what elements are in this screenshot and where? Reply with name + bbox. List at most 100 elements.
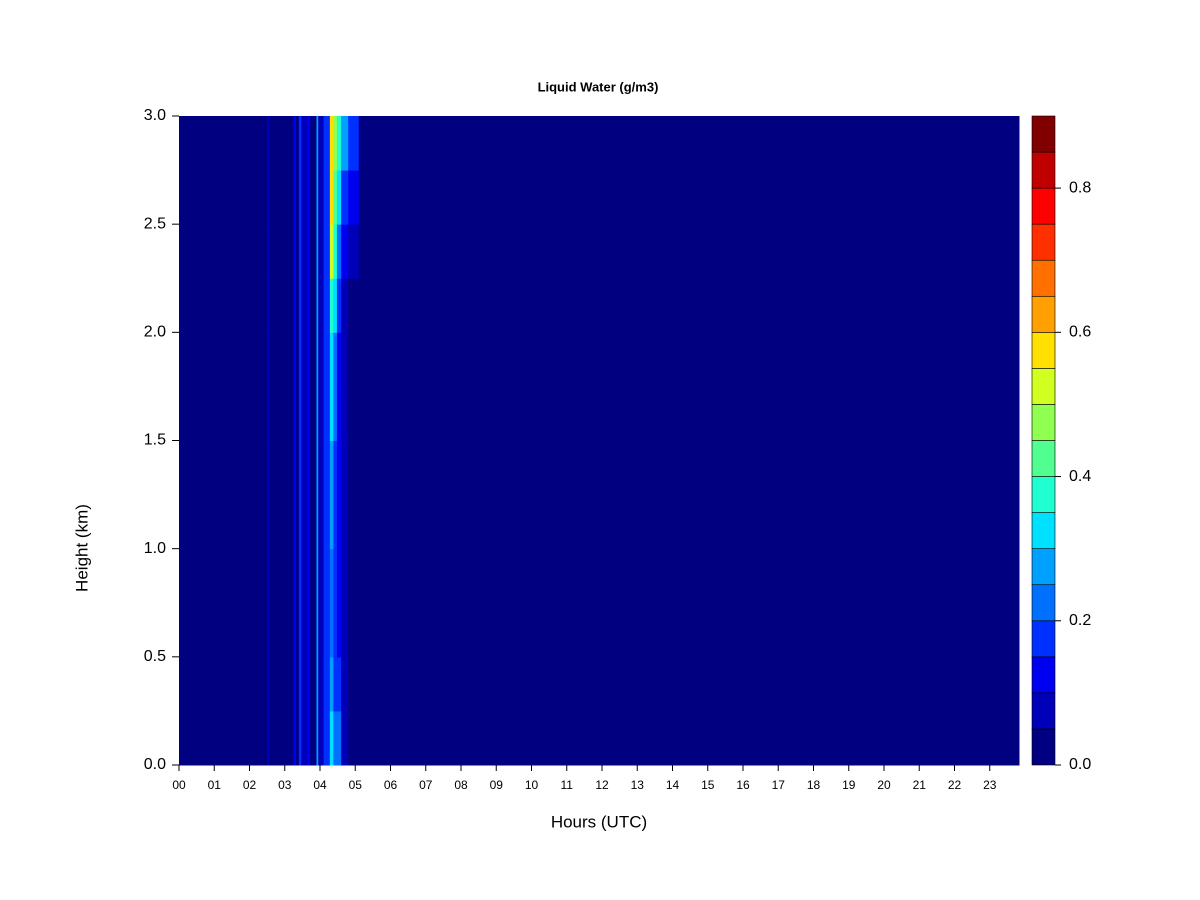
heatmap-cell: [316, 602, 319, 658]
heatmap-cell: [358, 224, 1020, 279]
colorbar-box: [1031, 548, 1056, 586]
heatmap-cell: [179, 332, 268, 387]
heatmap-cell: [179, 656, 268, 712]
heatmap-cell: [336, 170, 342, 225]
heatmap-cell: [269, 332, 295, 387]
y-tick-label: 1.0: [144, 540, 166, 557]
heatmap-cell: [296, 170, 300, 225]
colorbar-box: [1031, 295, 1056, 333]
heatmap-cell: [267, 440, 270, 496]
heatmap-cell: [358, 386, 1020, 441]
heatmap-cell: [333, 278, 338, 333]
heatmap-cell: [296, 116, 300, 171]
heatmap-cell: [341, 278, 349, 333]
heatmap-cell: [269, 494, 295, 550]
heatmap-cell: [269, 386, 295, 441]
x-tick-label: 08: [454, 778, 468, 792]
heatmap-cell: [301, 116, 309, 171]
heatmap-cell: [348, 170, 360, 225]
heatmap-cell: [298, 332, 302, 387]
heatmap-cell: [296, 224, 300, 279]
heatmap-cell: [310, 710, 317, 766]
heatmap-cell: [310, 116, 317, 171]
heatmap-cell: [329, 170, 334, 225]
heatmap-cell: [296, 710, 300, 766]
heatmap-cell: [333, 710, 338, 766]
colorbar-box: [1031, 728, 1056, 766]
heatmap-cell: [267, 602, 270, 658]
heatmap-cell: [298, 656, 302, 712]
heatmap-cell: [269, 116, 295, 171]
heatmap-cell: [358, 710, 1020, 766]
colorbar-box: [1031, 151, 1056, 189]
heatmap-cell: [296, 332, 300, 387]
x-tick-label: 23: [983, 778, 997, 792]
heatmap-cell: [310, 602, 317, 658]
chart-title: Liquid Water (g/m3): [538, 79, 659, 94]
heatmap-cell: [179, 440, 268, 496]
heatmap-cell: [296, 278, 300, 333]
heatmap-cell: [323, 548, 331, 604]
heatmap-cell: [310, 278, 317, 333]
heatmap-cell: [179, 602, 268, 658]
heatmap-cell: [293, 386, 297, 441]
heatmap-cell: [341, 494, 349, 550]
heatmap-cell: [358, 116, 1020, 171]
heatmap-cell: [310, 386, 317, 441]
heatmap-cell: [267, 170, 270, 225]
heatmap-cell: [358, 170, 1020, 225]
x-tick-label: 11: [561, 778, 574, 792]
heatmap-cell: [333, 332, 338, 387]
heatmap-cell: [298, 440, 302, 496]
heatmap-cell: [323, 494, 331, 550]
heatmap-cell: [269, 440, 295, 496]
heatmap-cell: [341, 440, 349, 496]
heatmap-cell: [310, 332, 317, 387]
heatmap-cell: [293, 494, 297, 550]
heatmap-cell: [179, 386, 268, 441]
heatmap-cell: [179, 494, 268, 550]
heatmap-cell: [323, 656, 331, 712]
heatmap-cell: [298, 224, 302, 279]
x-tick-label: 21: [913, 778, 927, 792]
y-axis-label: Height (km): [72, 504, 91, 592]
heatmap-cell: [316, 656, 319, 712]
heatmap-cell: [348, 656, 360, 712]
heatmap-cell: [293, 602, 297, 658]
heatmap-cell: [318, 494, 325, 550]
heatmap-cell: [318, 656, 325, 712]
heatmap-cell: [301, 332, 309, 387]
heatmap-cell: [307, 494, 311, 550]
x-tick-label: 20: [877, 778, 891, 792]
x-tick-label: 18: [807, 778, 821, 792]
heatmap-cell: [336, 494, 342, 550]
heatmap-cell: [310, 548, 317, 604]
heatmap-cell: [316, 386, 319, 441]
heatmap-cell: [307, 170, 311, 225]
heatmap-cell: [310, 494, 317, 550]
y-tick-label: 1.5: [144, 432, 166, 449]
x-tick-label: 05: [349, 778, 363, 792]
heatmap-cell: [301, 494, 309, 550]
heatmap-cell: [307, 656, 311, 712]
heatmap-cell: [333, 494, 338, 550]
heatmap-cell: [348, 494, 360, 550]
colorbar-box: [1031, 404, 1056, 441]
heatmap-cell: [348, 602, 360, 658]
heatmap-cell: [293, 224, 297, 279]
heatmap-cell: [301, 278, 309, 333]
heatmap-cell: [341, 602, 349, 658]
heatmap-cell: [298, 494, 302, 550]
heatmap-cell: [318, 278, 325, 333]
heatmap-cell: [318, 224, 325, 279]
heatmap-cell: [329, 116, 334, 171]
x-tick-label: 06: [384, 778, 398, 792]
heatmap-cell: [307, 548, 311, 604]
heatmap-cell: [323, 116, 331, 171]
heatmap-cell: [323, 386, 331, 441]
heatmap-cell: [267, 656, 270, 712]
heatmap-cell: [307, 116, 311, 171]
heatmap-cell: [316, 332, 319, 387]
y-tick-label: 3.0: [144, 107, 166, 124]
